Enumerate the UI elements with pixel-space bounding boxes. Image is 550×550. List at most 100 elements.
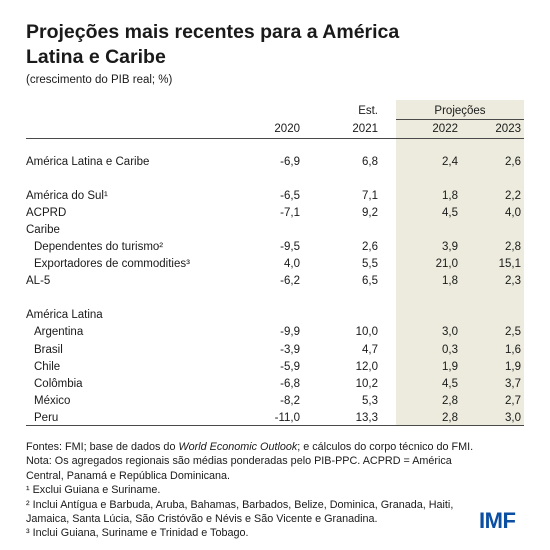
- table-row: Brasil -3,9 4,7 0,3 1,6: [26, 341, 524, 359]
- value-2021: 6,5: [362, 275, 378, 287]
- value-2022: 4,5: [442, 207, 458, 219]
- value-2023: 1,9: [505, 361, 521, 373]
- row-label: América Latina e Caribe: [26, 156, 150, 168]
- table-row: AL-5 -6,2 6,5 1,8 2,3: [26, 272, 524, 290]
- value-2022: 4,5: [442, 378, 458, 390]
- table-row: América Latina e Caribe -6,9 6,8 2,4 2,6: [26, 153, 524, 171]
- value-2023: 3,7: [505, 378, 521, 390]
- projections-shading: [396, 100, 524, 425]
- sources-suffix: ; e cálculos do corpo técnico do FMI.: [297, 441, 474, 453]
- table-row: ACPRD -7,1 9,2 4,5 4,0: [26, 204, 524, 222]
- header-row-top: Est. Projeções: [26, 102, 524, 120]
- value-2021: 10,0: [355, 326, 378, 338]
- value-2020: -8,2: [280, 395, 300, 407]
- value-2023: 2,8: [505, 241, 521, 253]
- value-2023: 2,6: [505, 156, 521, 168]
- value-2022: 2,8: [442, 412, 458, 424]
- value-2023: 1,6: [505, 344, 521, 356]
- value-2020: -6,2: [280, 275, 300, 287]
- value-2020: -3,9: [280, 344, 300, 356]
- sources-prefix: Fontes: FMI; base de dados do: [26, 441, 179, 453]
- row-label: Argentina: [34, 326, 84, 338]
- value-2020: -9,5: [280, 241, 300, 253]
- row-label: Brasil: [34, 344, 63, 356]
- table-row: América do Sul¹ -6,5 7,1 1,8 2,2: [26, 187, 524, 205]
- value-2020: -11,0: [274, 412, 300, 424]
- table-row: América Latina: [26, 306, 524, 324]
- value-2023: 2,7: [505, 395, 521, 407]
- value-2023: 2,5: [505, 326, 521, 338]
- value-2020: -9,9: [280, 326, 300, 338]
- row-label: AL-5: [26, 275, 51, 287]
- value-2022: 3,9: [442, 241, 458, 253]
- value-2023: 2,3: [505, 275, 521, 287]
- row-label: América Latina: [26, 309, 103, 321]
- value-2022: 1,9: [442, 361, 458, 373]
- value-2021: 5,5: [362, 258, 378, 270]
- value-2021: 4,7: [362, 344, 378, 356]
- table-row: Colômbia -6,8 10,2 4,5 3,7: [26, 375, 524, 393]
- value-2021: 13,3: [355, 412, 378, 424]
- row-label: Chile: [34, 361, 61, 373]
- year-2020: 2020: [274, 123, 300, 135]
- row-label: Exportadores de commodities³: [34, 258, 190, 270]
- header-row-years: 2020 2021 2022 2023: [26, 120, 524, 138]
- table-row: México -8,2 5,3 2,8 2,7: [26, 392, 524, 410]
- projections-underline: [396, 119, 524, 120]
- row-label: ACPRD: [26, 207, 67, 219]
- est-label: Est.: [358, 105, 378, 117]
- value-2023: 4,0: [505, 207, 521, 219]
- value-2022: 21,0: [435, 258, 458, 270]
- table-row: Peru -11,0 13,3 2,8 3,0: [26, 409, 524, 427]
- value-2021: 6,8: [362, 156, 378, 168]
- value-2021: 10,2: [355, 378, 378, 390]
- value-2023: 15,1: [498, 258, 521, 270]
- value-2020: -5,9: [280, 361, 300, 373]
- value-2022: 2,8: [442, 395, 458, 407]
- row-label: Peru: [34, 412, 59, 424]
- value-2023: 3,0: [505, 412, 521, 424]
- value-2020: -6,5: [280, 190, 300, 202]
- projections-label: Projeções: [434, 105, 486, 117]
- header-rule: [26, 138, 524, 139]
- table-row: Dependentes do turismo² -9,5 2,6 3,9 2,8: [26, 238, 524, 256]
- row-label: América do Sul¹: [26, 190, 108, 202]
- table-row: Caribe: [26, 221, 524, 239]
- value-2021: 7,1: [362, 190, 378, 202]
- imf-logo: IMF: [479, 508, 516, 533]
- footnote-2: ² Inclui Antígua e Barbuda, Aruba, Baham…: [26, 498, 454, 526]
- row-label: Dependentes do turismo²: [34, 241, 164, 253]
- value-2022: 2,4: [442, 156, 458, 168]
- table-row: Exportadores de commodities³ 4,0 5,5 21,…: [26, 255, 524, 273]
- value-2023: 2,2: [505, 190, 521, 202]
- value-2021: 9,2: [362, 207, 378, 219]
- value-2022: 1,8: [442, 275, 458, 287]
- value-2022: 1,8: [442, 190, 458, 202]
- row-label: Colômbia: [34, 378, 83, 390]
- year-2021: 2021: [352, 123, 378, 135]
- sources-database-name: World Economic Outlook: [178, 441, 298, 453]
- value-2021: 5,3: [362, 395, 378, 407]
- table-row: Chile -5,9 12,0 1,9 1,9: [26, 358, 524, 376]
- bottom-rule: [26, 425, 524, 426]
- table-row: Argentina -9,9 10,0 3,0 2,5: [26, 323, 524, 341]
- value-2020: -7,1: [280, 207, 300, 219]
- sources-line: Fontes: FMI; base de dados do World Econ…: [26, 440, 473, 454]
- value-2020: -6,9: [280, 156, 300, 168]
- value-2022: 0,3: [442, 344, 458, 356]
- year-2022: 2022: [432, 123, 458, 135]
- year-2023: 2023: [495, 123, 521, 135]
- subtitle: (crescimento do PIB real; %): [26, 74, 173, 86]
- value-2022: 3,0: [442, 326, 458, 338]
- footnote-1: ¹ Exclui Guiana e Suriname.: [26, 484, 161, 497]
- value-2021: 12,0: [355, 361, 378, 373]
- value-2021: 2,6: [362, 241, 378, 253]
- value-2020: 4,0: [284, 258, 300, 270]
- row-label: México: [34, 395, 71, 407]
- value-2020: -6,8: [280, 378, 300, 390]
- row-label: Caribe: [26, 224, 60, 236]
- note-line: Nota: Os agregados regionais são médias …: [26, 455, 452, 482]
- notes: Fontes: FMI; base de dados do World Econ…: [26, 440, 473, 541]
- footnote-3: ³ Inclui Guiana, Suriname e Trinidad e T…: [26, 527, 249, 540]
- page-title: Projeções mais recentes para a América L…: [26, 21, 400, 68]
